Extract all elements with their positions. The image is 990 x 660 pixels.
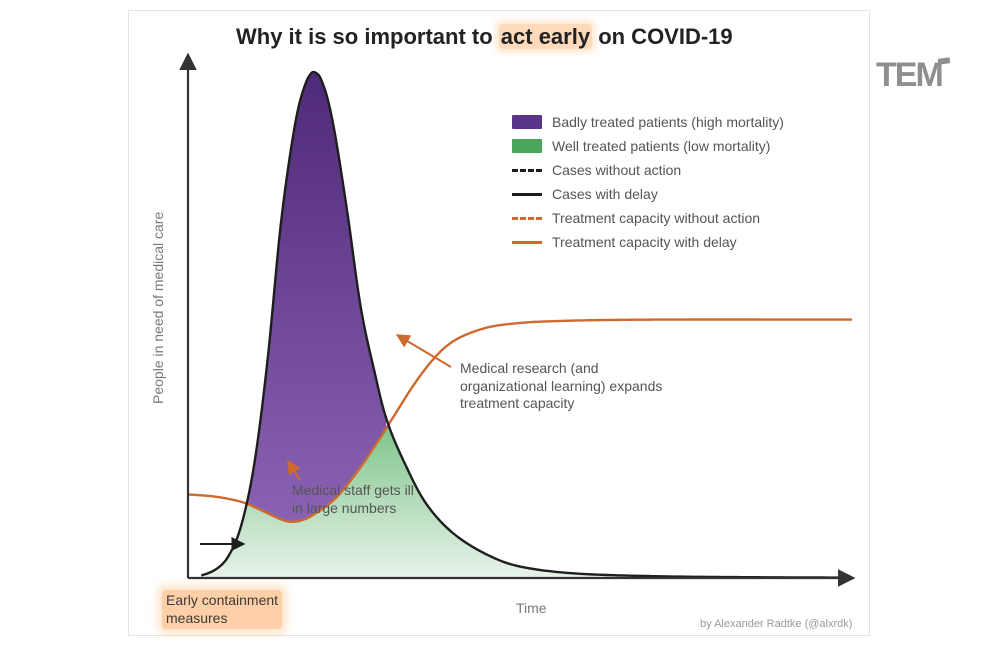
byline: by Alexander Radtke (@alxrdk)	[700, 618, 852, 630]
legend-label: Cases with delay	[552, 186, 658, 202]
legend-label: Well treated patients (low mortality)	[552, 138, 770, 154]
legend-item: Well treated patients (low mortality)	[512, 134, 784, 158]
legend-label: Cases without action	[552, 162, 681, 178]
area-badly-treated	[247, 72, 386, 522]
annotation-staff-ill: Medical staff gets illin large numbers	[292, 482, 414, 517]
legend-item: Badly treated patients (high mortality)	[512, 110, 784, 134]
annotation-early-containment: Early containmentmeasures	[162, 590, 282, 629]
legend: Badly treated patients (high mortality) W…	[512, 110, 784, 254]
legend-line-icon	[512, 217, 542, 220]
legend-label: Badly treated patients (high mortality)	[552, 114, 784, 130]
annotation-arrow	[397, 335, 451, 367]
canvas: Why it is so important to act early on C…	[0, 0, 990, 660]
legend-item: Cases without action	[512, 158, 784, 182]
legend-line-icon	[512, 169, 542, 172]
annotation-research: Medical research (andorganizational lear…	[460, 360, 662, 413]
legend-line-icon	[512, 241, 542, 244]
legend-item: Treatment capacity with delay	[512, 230, 784, 254]
plot-svg	[0, 0, 990, 660]
legend-label: Treatment capacity with delay	[552, 234, 737, 250]
legend-swatch-icon	[512, 115, 542, 129]
legend-line-icon	[512, 193, 542, 196]
legend-swatch-icon	[512, 139, 542, 153]
legend-label: Treatment capacity without action	[552, 210, 760, 226]
legend-item: Treatment capacity without action	[512, 206, 784, 230]
legend-item: Cases with delay	[512, 182, 784, 206]
